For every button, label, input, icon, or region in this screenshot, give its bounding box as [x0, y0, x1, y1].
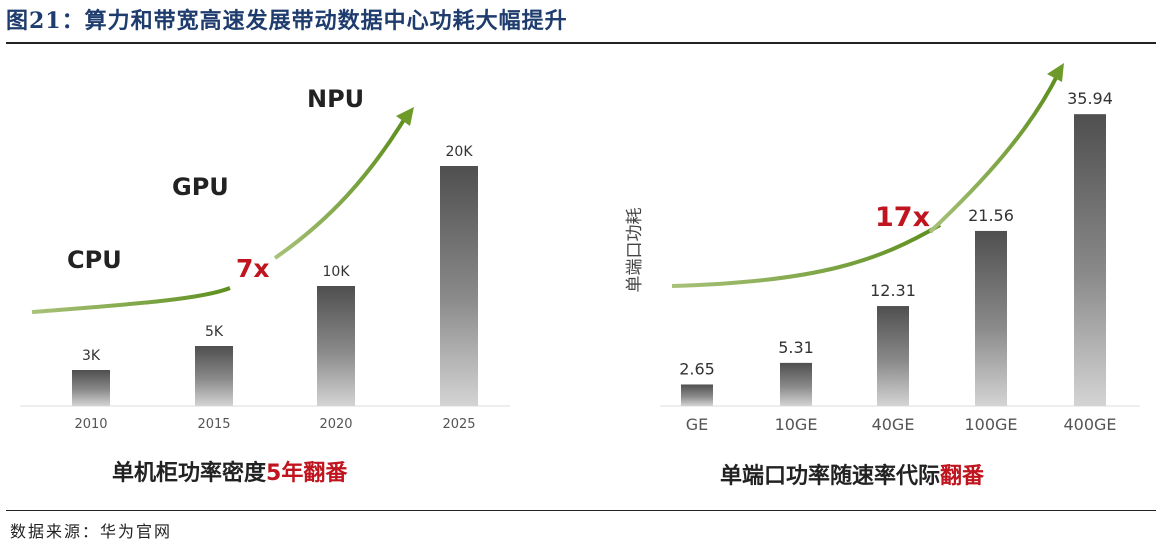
left-chart: CPU GPU NPU 7x 单机柜功率密度5年翻番 3K 2010 5K 2015 1… — [20, 85, 510, 486]
left-value-label-2025: 20K — [446, 144, 474, 160]
right-chart: 17x 单端口功耗 单端口功率随速率代际翻番 2.65 GE 5.31 10GE 12.… — [625, 63, 1140, 489]
left-tick-label-2020: 2020 — [319, 417, 352, 432]
arrow-head-left-icon — [396, 107, 414, 126]
trend-arrow-right-lower — [671, 223, 942, 288]
caption-right-highlight: 翻番 — [940, 464, 985, 489]
left-value-label-2010: 3K — [82, 348, 101, 364]
arrow-head-right-icon — [1047, 63, 1064, 82]
left-bars: 3K 2010 5K 2015 10K 2020 20K 2025 — [72, 144, 478, 432]
caption-right: 单端口功率随速率代际翻番 — [720, 463, 985, 489]
right-tick-label-40GE: 40GE — [872, 415, 915, 434]
right-value-label-400GE: 35.94 — [1067, 89, 1113, 108]
left-bar-2015 — [195, 346, 233, 406]
caption-left: 单机柜功率密度5年翻番 — [112, 460, 348, 486]
right-tick-label-10GE: 10GE — [775, 415, 818, 434]
multiplier-left: 7x — [236, 254, 270, 283]
right-tick-label-100GE: 100GE — [964, 415, 1017, 434]
bottom-rule — [6, 510, 1156, 511]
left-value-label-2015: 5K — [205, 324, 224, 340]
right-value-label-100GE: 21.56 — [968, 206, 1014, 225]
right-value-label-GE: 2.65 — [679, 359, 715, 378]
caption-left-main: 单机柜功率密度 — [112, 460, 267, 486]
trend-arrow-left-lower — [31, 286, 231, 314]
source-note: 数据来源：华为官网 — [10, 522, 173, 541]
left-tick-label-2010: 2010 — [74, 417, 107, 432]
right-bar-10GE — [780, 362, 812, 406]
right-tick-label-400GE: 400GE — [1063, 415, 1116, 434]
right-bar-40GE — [877, 306, 909, 406]
trend-label-cpu: CPU — [67, 246, 122, 274]
right-bar-400GE — [1074, 114, 1106, 406]
left-value-label-2020: 10K — [323, 264, 351, 280]
y-axis-label-right: 单端口功耗 — [625, 208, 645, 293]
left-tick-label-2015: 2015 — [197, 417, 230, 432]
multiplier-right: 17x — [875, 202, 930, 233]
left-bar-2025 — [440, 166, 478, 406]
trend-arrow-right-upper — [928, 73, 1060, 234]
right-tick-label-GE: GE — [686, 415, 709, 434]
trend-arrow-left-upper — [273, 116, 407, 260]
caption-right-main: 单端口功率随速率代际 — [720, 463, 940, 489]
left-bar-2020 — [317, 286, 355, 406]
caption-left-highlight: 5年翻番 — [266, 460, 348, 486]
trend-label-gpu: GPU — [172, 173, 229, 201]
trend-label-npu: NPU — [307, 85, 364, 113]
right-bar-GE — [681, 384, 713, 406]
figure-title: 图21：算力和带宽高速发展带动数据中心功耗大幅提升 — [6, 8, 568, 34]
left-tick-label-2025: 2025 — [442, 417, 475, 432]
left-bar-2010 — [72, 370, 110, 406]
right-bars: 2.65 GE 5.31 10GE 12.31 40GE 21.56 100GE 35.94 40… — [679, 89, 1116, 434]
top-rule — [6, 42, 1156, 44]
right-value-label-40GE: 12.31 — [870, 281, 916, 300]
right-bar-100GE — [975, 230, 1007, 406]
right-value-label-10GE: 5.31 — [778, 338, 814, 357]
